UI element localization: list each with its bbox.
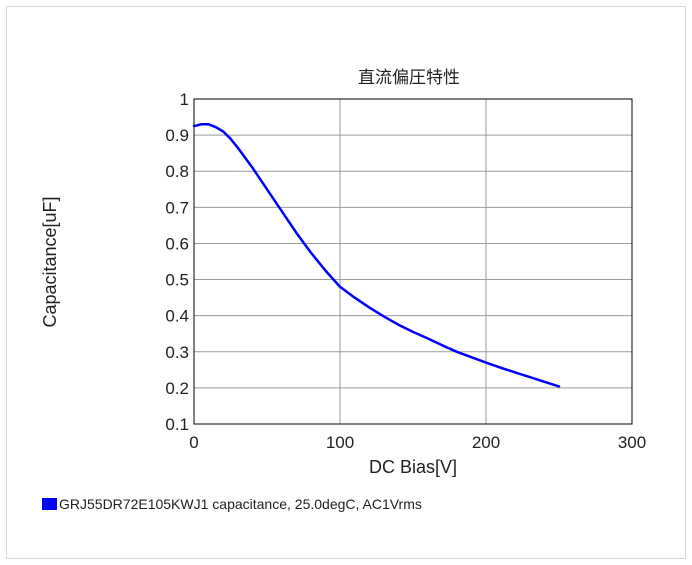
legend: GRJ55DR72E105KWJ1 capacitance, 25.0degC,…	[42, 496, 422, 512]
x-axis-label: DC Bias[V]	[369, 457, 457, 477]
y-tick-label: 1	[180, 90, 189, 109]
x-tick-label: 0	[189, 433, 198, 452]
grid-lines	[194, 99, 632, 424]
y-tick-label: 0.8	[165, 162, 189, 181]
y-axis-label: Capacitance[uF]	[40, 196, 60, 327]
y-tick-label: 0.7	[165, 198, 189, 217]
y-tick-label: 0.4	[165, 307, 189, 326]
y-tick-label: 0.1	[165, 415, 189, 434]
y-axis-ticks: 0.1 0.2 0.3 0.4 0.5 0.6 0.7 0.8 0.9 1	[165, 90, 189, 434]
chart-frame: 直流偏圧特性 0 100 200 300 0.1 0.2 0.3 0.4 0.5 0.6 0.7 0…	[6, 6, 686, 559]
legend-label: GRJ55DR72E105KWJ1 capacitance, 25.0degC,…	[59, 496, 422, 512]
capacitance-chart: 直流偏圧特性 0 100 200 300 0.10.20.30.40.50.60.70…	[40, 68, 646, 512]
x-tick-label: 100	[326, 433, 354, 452]
plot-area	[193, 98, 633, 425]
y-tick-label: 0.9	[165, 126, 189, 145]
series-line-0	[192, 123, 561, 388]
y-tick-label: 0.5	[165, 271, 189, 290]
y-tick-label: 0.3	[165, 343, 189, 362]
x-axis-ticks: 0 100 200 300	[189, 433, 646, 452]
y-tick-label: 0.2	[165, 379, 189, 398]
x-tick-label: 200	[472, 433, 500, 452]
y-tick-label: 0.6	[165, 234, 189, 253]
x-tick-label: 300	[618, 433, 646, 452]
legend-swatch	[42, 498, 57, 510]
series-layer	[192, 123, 561, 388]
chart-title: 直流偏圧特性	[358, 68, 460, 88]
